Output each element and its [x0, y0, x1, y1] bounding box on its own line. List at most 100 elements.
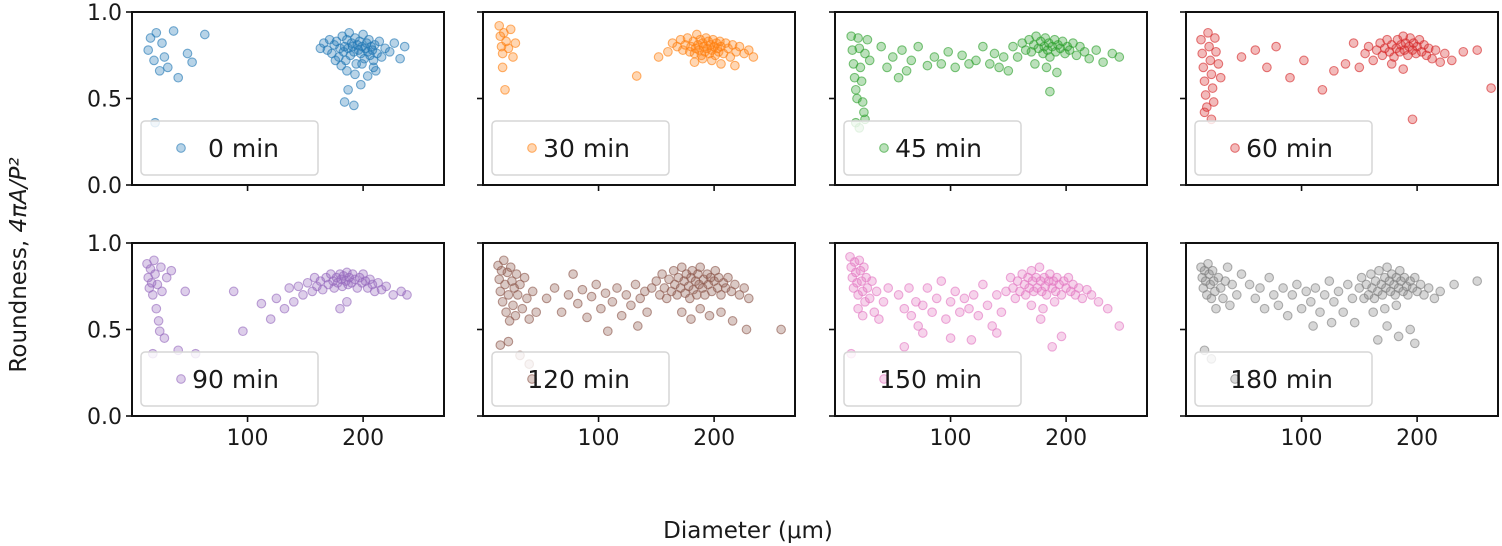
data-point: [1045, 86, 1055, 97]
data-point: [1084, 53, 1095, 64]
data-point: [964, 303, 974, 314]
legend-marker: [879, 143, 889, 153]
data-point: [1041, 62, 1052, 73]
panel: 120 min: [477, 242, 796, 422]
data-point: [1329, 296, 1339, 307]
legend-box: [1194, 120, 1373, 176]
data-point: [515, 279, 525, 290]
data-point: [848, 283, 859, 293]
data-point: [563, 290, 574, 300]
data-point: [1405, 324, 1416, 335]
data-point: [288, 296, 299, 307]
data-point: [510, 310, 521, 321]
data-point: [1200, 90, 1211, 100]
data-point: [906, 310, 917, 321]
x-tick-label: 100: [1281, 426, 1323, 451]
data-point: [1326, 317, 1337, 328]
data-point: [1034, 262, 1045, 273]
data-point: [1368, 55, 1379, 66]
data-point: [151, 303, 162, 314]
data-point: [856, 76, 867, 87]
data-point: [941, 314, 951, 324]
data-point: [271, 293, 282, 304]
legend: 30 min: [491, 120, 670, 176]
data-point: [871, 286, 882, 297]
x-tick-label: 200: [1045, 426, 1087, 451]
data-point: [1038, 303, 1048, 314]
data-point: [943, 46, 954, 57]
x-tick-label: 100: [578, 426, 620, 451]
data-point: [1427, 53, 1437, 64]
legend-box: [843, 120, 1022, 176]
data-point: [358, 269, 368, 279]
data-point: [913, 41, 924, 52]
data-point: [727, 316, 738, 326]
data-point: [510, 38, 521, 48]
data-point: [971, 55, 981, 66]
y-tick-label: 0.5: [87, 88, 122, 113]
data-point: [859, 107, 869, 118]
data-point: [293, 281, 304, 292]
data-point: [968, 290, 979, 300]
data-point: [1211, 303, 1221, 314]
legend-marker: [1230, 143, 1240, 153]
data-point: [182, 48, 193, 59]
data-point: [1409, 272, 1420, 283]
data-point: [147, 290, 158, 300]
legend-label: 90 min: [192, 365, 279, 394]
data-point: [568, 269, 578, 279]
data-point: [862, 283, 873, 293]
data-point: [893, 290, 904, 300]
data-point: [929, 52, 940, 62]
data-point: [339, 97, 350, 107]
data-point: [505, 24, 516, 35]
legend: 150 min: [843, 351, 1022, 407]
data-point: [876, 41, 887, 52]
data-point: [376, 52, 387, 62]
data-point: [864, 55, 875, 66]
data-point: [1030, 59, 1040, 69]
data-point: [1324, 276, 1335, 286]
data-point: [957, 50, 967, 61]
data-point: [987, 321, 998, 331]
data-point: [716, 307, 726, 318]
data-point: [954, 307, 965, 318]
data-point: [1282, 310, 1293, 321]
data-point: [697, 53, 708, 64]
series-points: [845, 251, 1125, 359]
data-point: [1268, 290, 1279, 300]
data-point: [899, 341, 910, 352]
data-point: [1073, 283, 1084, 293]
data-point: [161, 272, 172, 283]
data-point: [1271, 41, 1281, 52]
data-point: [355, 79, 366, 90]
data-point: [402, 290, 412, 300]
data-point: [238, 326, 248, 337]
data-point: [661, 293, 672, 304]
data-point: [1449, 279, 1459, 290]
data-point: [1008, 41, 1018, 52]
data-point: [857, 310, 868, 321]
data-point: [982, 300, 993, 311]
data-point: [653, 52, 664, 62]
y-tick-label: 0.5: [87, 319, 122, 344]
data-point: [153, 316, 164, 326]
data-point: [1347, 293, 1358, 304]
data-point: [869, 307, 880, 318]
data-point: [994, 62, 1004, 73]
data-point: [497, 296, 508, 307]
data-point: [1393, 331, 1404, 342]
data-point: [1215, 283, 1226, 293]
data-point: [730, 279, 740, 290]
data-point: [651, 276, 662, 286]
y-axis-title: Roundness, 4πA/P²: [6, 157, 32, 372]
data-point: [512, 290, 523, 300]
y-axis-title-math: 4πA/P²: [6, 157, 32, 232]
legend: 90 min: [140, 351, 319, 407]
legend-label: 180 min: [1230, 365, 1333, 394]
data-point: [586, 291, 597, 302]
data-point: [1052, 67, 1062, 78]
legend-label: 60 min: [1246, 134, 1333, 163]
legend-box: [491, 120, 670, 176]
data-point: [1411, 48, 1421, 59]
